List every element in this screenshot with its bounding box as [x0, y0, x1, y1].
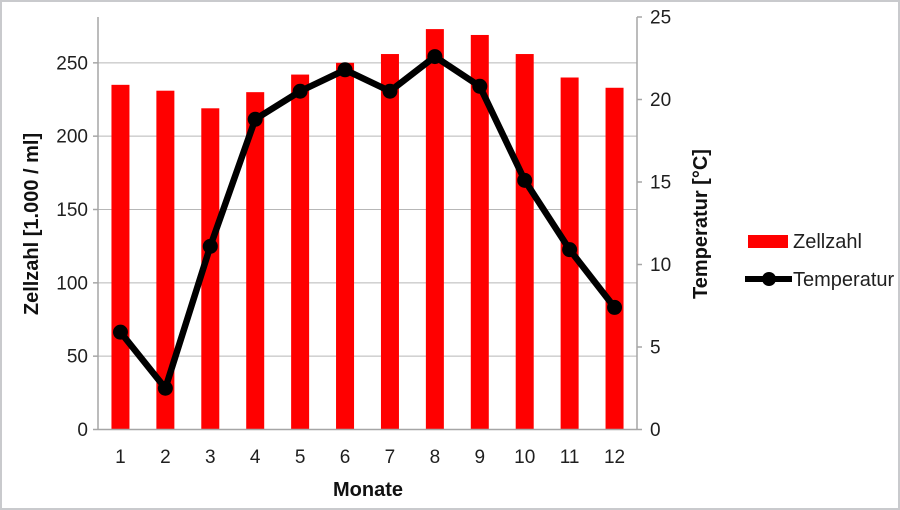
bar-month-7[interactable]: [380, 54, 399, 430]
temperature-point-month-10[interactable]: [517, 172, 533, 188]
x-tick-label: 3: [205, 447, 216, 468]
bar-month-9[interactable]: [470, 34, 489, 430]
x-tick-label: 11: [560, 447, 580, 468]
x-tick-label: 9: [475, 447, 486, 468]
left-tick-label: 0: [77, 420, 88, 441]
right-tick-label: 10: [650, 255, 671, 276]
right-tick-label: 20: [650, 90, 671, 111]
legend-swatch-marker: [762, 272, 776, 286]
legend: Zellzahl Temperatur: [745, 231, 894, 291]
right-tick-label: 0: [650, 420, 661, 441]
line-series-temperatur: [112, 49, 623, 396]
left-tick-label: 250: [56, 53, 88, 74]
temperature-point-month-7[interactable]: [382, 83, 398, 99]
legend-item-zellzahl[interactable]: Zellzahl: [748, 231, 862, 253]
bar-month-8[interactable]: [425, 29, 444, 430]
bar-month-4[interactable]: [246, 92, 265, 430]
axes: [93, 16, 642, 431]
left-tick-label: 200: [56, 127, 88, 148]
gridlines: [98, 62, 637, 357]
right-tick-label: 25: [650, 8, 671, 29]
temperature-point-month-2[interactable]: [157, 380, 173, 396]
left-axis-title: Zellzahl [1.000 / ml]: [21, 133, 43, 315]
x-tick-label: 7: [385, 447, 396, 468]
x-axis-title: Monate: [333, 479, 403, 501]
bar-month-2[interactable]: [156, 90, 175, 430]
bar-month-5[interactable]: [291, 74, 310, 430]
legend-label-temperatur: Temperatur: [793, 269, 894, 291]
temperature-point-month-11[interactable]: [562, 242, 578, 258]
legend-swatch-bar: [748, 235, 788, 248]
temperature-line: [117, 53, 618, 392]
temperature-point-month-1[interactable]: [112, 324, 128, 340]
legend-label-zellzahl: Zellzahl: [793, 231, 862, 253]
x-tick-label: 8: [430, 447, 441, 468]
left-tick-label: 100: [56, 273, 88, 294]
bar-month-10[interactable]: [515, 54, 534, 430]
right-tick-label: 5: [650, 338, 661, 359]
x-tick-label: 10: [514, 447, 535, 468]
temperature-point-month-9[interactable]: [472, 78, 488, 94]
right-axis-title: Temperatur [°C]: [690, 149, 712, 299]
x-tick-label: 1: [115, 447, 126, 468]
bar-month-3[interactable]: [201, 108, 220, 430]
x-tick-label: 4: [250, 447, 261, 468]
temperature-point-month-5[interactable]: [292, 83, 308, 99]
bar-series-zellzahl: [111, 29, 624, 430]
bar-month-6[interactable]: [336, 62, 355, 430]
temperature-point-month-6[interactable]: [337, 62, 353, 78]
x-tick-label: 12: [604, 447, 625, 468]
bar-month-1[interactable]: [111, 84, 130, 430]
x-tick-label: 6: [340, 447, 351, 468]
left-tick-label: 50: [67, 347, 88, 368]
temperature-point-month-12[interactable]: [607, 299, 623, 315]
temperature-point-month-8[interactable]: [427, 49, 443, 65]
temperature-point-month-4[interactable]: [247, 111, 263, 127]
left-tick-label: 150: [56, 200, 88, 221]
bar-month-12[interactable]: [605, 87, 624, 430]
x-tick-label: 5: [295, 447, 306, 468]
legend-item-temperatur[interactable]: Temperatur: [745, 269, 894, 291]
temperature-point-month-3[interactable]: [202, 238, 218, 254]
right-tick-label: 15: [650, 173, 671, 194]
x-tick-label: 2: [160, 447, 171, 468]
